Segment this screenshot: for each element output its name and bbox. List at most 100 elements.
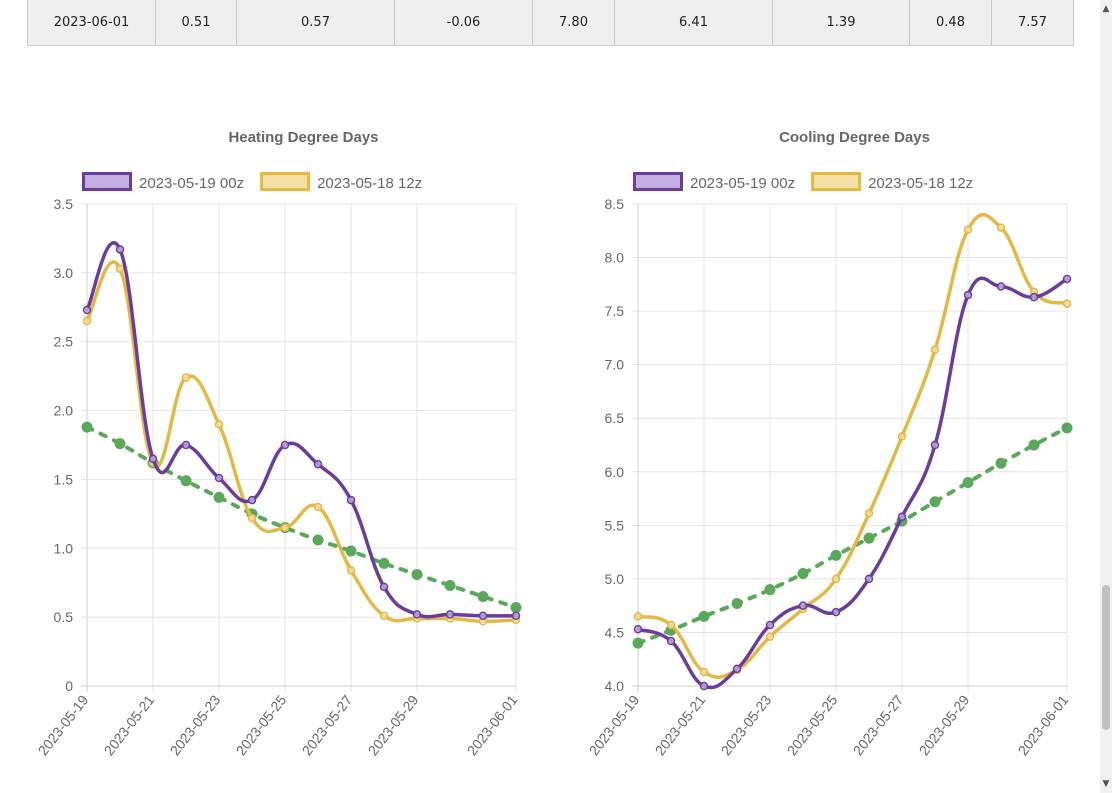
data-point-2 (731, 598, 743, 610)
data-point-0 (930, 440, 940, 450)
data-point-1 (666, 620, 676, 630)
data-point-0 (511, 611, 521, 621)
y-tick-label: 0 (65, 678, 73, 694)
data-point-0 (798, 601, 808, 610)
data-point-0 (214, 473, 224, 483)
scroll-up-icon[interactable]: ▲ (1102, 4, 1110, 14)
y-tick-label: 1.5 (54, 471, 74, 487)
table-cell: 6.41 (614, 0, 773, 46)
data-point-2 (863, 532, 875, 544)
series-line-0 (636, 276, 1069, 690)
legend-swatch-1 (260, 172, 311, 191)
data-point-0 (247, 495, 257, 505)
scroll-down-icon[interactable]: ▼ (1102, 779, 1110, 789)
x-tick-label: 2023-05-23 (167, 692, 224, 758)
data-point-1 (633, 612, 643, 621)
data-point-1 (214, 420, 224, 429)
data-point-2 (995, 457, 1007, 469)
data-point-2 (180, 475, 192, 487)
series-line-1 (85, 260, 518, 624)
legend-swatch-0 (82, 172, 132, 191)
data-point-0 (699, 681, 709, 691)
data-point-1 (765, 632, 775, 641)
data-point-0 (346, 495, 356, 505)
data-point-2 (632, 637, 644, 649)
x-tick-label: 2023-06-01 (1015, 692, 1072, 758)
data-point-0 (732, 664, 742, 674)
data-point-1 (963, 225, 973, 234)
legend-label-0: 2023-05-19 00z (690, 175, 795, 192)
cooling-degree-days-chart: Cooling Degree Days 2023-05-19 00z 2023-05… (551, 110, 1111, 793)
data-point-0 (412, 610, 422, 619)
y-tick-label: 5.5 (605, 517, 625, 533)
table-cell: 0.57 (236, 0, 395, 46)
scrollbar-thumb[interactable] (1102, 585, 1110, 730)
x-tick-label: 2023-05-25 (233, 692, 290, 758)
data-point-1 (346, 566, 356, 575)
data-point-2 (830, 549, 842, 561)
data-point-1 (831, 574, 841, 584)
legend-swatch-1 (811, 172, 862, 191)
x-tick-label: 2023-06-01 (464, 692, 521, 758)
table-cell: -0.06 (394, 0, 533, 46)
chart-title: Heating Degree Days (228, 129, 378, 146)
data-point-2 (444, 579, 456, 591)
y-tick-label: 3.0 (54, 265, 74, 281)
table-cell: 0.48 (909, 0, 992, 46)
data-point-2 (1061, 422, 1073, 434)
y-tick-label: 6.5 (605, 410, 625, 426)
data-point-0 (445, 610, 455, 619)
table-row: 2023-06-01 0.51 0.57 -0.06 7.80 6.41 1.3… (27, 0, 1074, 46)
data-point-0 (1029, 292, 1039, 302)
x-tick-label: 2023-05-19 (35, 692, 92, 758)
legend-label-1: 2023-05-18 12z (317, 175, 422, 192)
x-tick-label: 2023-05-21 (652, 692, 709, 758)
page-scrollbar[interactable]: ▲ ▼ (1100, 0, 1112, 793)
data-point-1 (313, 502, 323, 512)
y-tick-label: 7.5 (605, 303, 625, 319)
x-tick-label: 2023-05-27 (850, 692, 907, 758)
data-point-2 (378, 557, 390, 569)
data-point-0 (897, 512, 907, 522)
y-tick-label: 2.0 (54, 403, 74, 419)
data-point-2 (962, 476, 974, 488)
data-point-2 (213, 491, 225, 503)
data-point-1 (280, 523, 290, 532)
y-tick-label: 8.0 (605, 250, 625, 266)
x-tick-label: 2023-05-21 (101, 692, 158, 758)
data-point-2 (764, 584, 776, 596)
data-point-0 (831, 607, 841, 617)
x-tick-label: 2023-05-29 (916, 692, 973, 758)
chart-svg: Cooling Degree Days 2023-05-19 00z 2023-05… (586, 129, 1073, 758)
y-tick-label: 6.0 (605, 464, 625, 480)
data-point-0 (864, 574, 874, 584)
y-tick-label: 5.0 (605, 571, 625, 587)
data-point-0 (313, 460, 323, 469)
data-point-1 (115, 264, 125, 273)
data-point-1 (379, 611, 389, 621)
data-point-0 (82, 305, 92, 315)
x-tick-label: 2023-05-25 (784, 692, 841, 758)
data-point-1 (996, 223, 1006, 232)
data-point-2 (312, 534, 324, 546)
data-point-2 (1028, 439, 1040, 451)
y-tick-label: 8.5 (605, 196, 625, 212)
data-point-1 (181, 373, 191, 382)
data-point-2 (698, 610, 710, 622)
x-tick-label: 2023-05-27 (299, 692, 356, 758)
data-point-2 (797, 568, 809, 580)
y-tick-label: 4.5 (605, 624, 625, 640)
x-tick-label: 2023-05-19 (586, 692, 643, 758)
x-tick-label: 2023-05-29 (365, 692, 422, 758)
data-point-1 (930, 345, 940, 354)
data-point-2 (929, 496, 941, 508)
table-cell: 1.39 (772, 0, 910, 46)
data-point-2 (114, 438, 126, 450)
table-cell: 7.80 (532, 0, 615, 46)
y-tick-label: 7.0 (605, 357, 625, 373)
x-tick-label: 2023-05-23 (718, 692, 775, 758)
y-tick-label: 3.5 (54, 196, 74, 212)
legend-label-0: 2023-05-19 00z (139, 175, 244, 192)
series-line-0 (85, 241, 518, 619)
heating-degree-days-chart: Heating Degree Days 2023-05-19 00z 2023-05… (0, 110, 560, 793)
